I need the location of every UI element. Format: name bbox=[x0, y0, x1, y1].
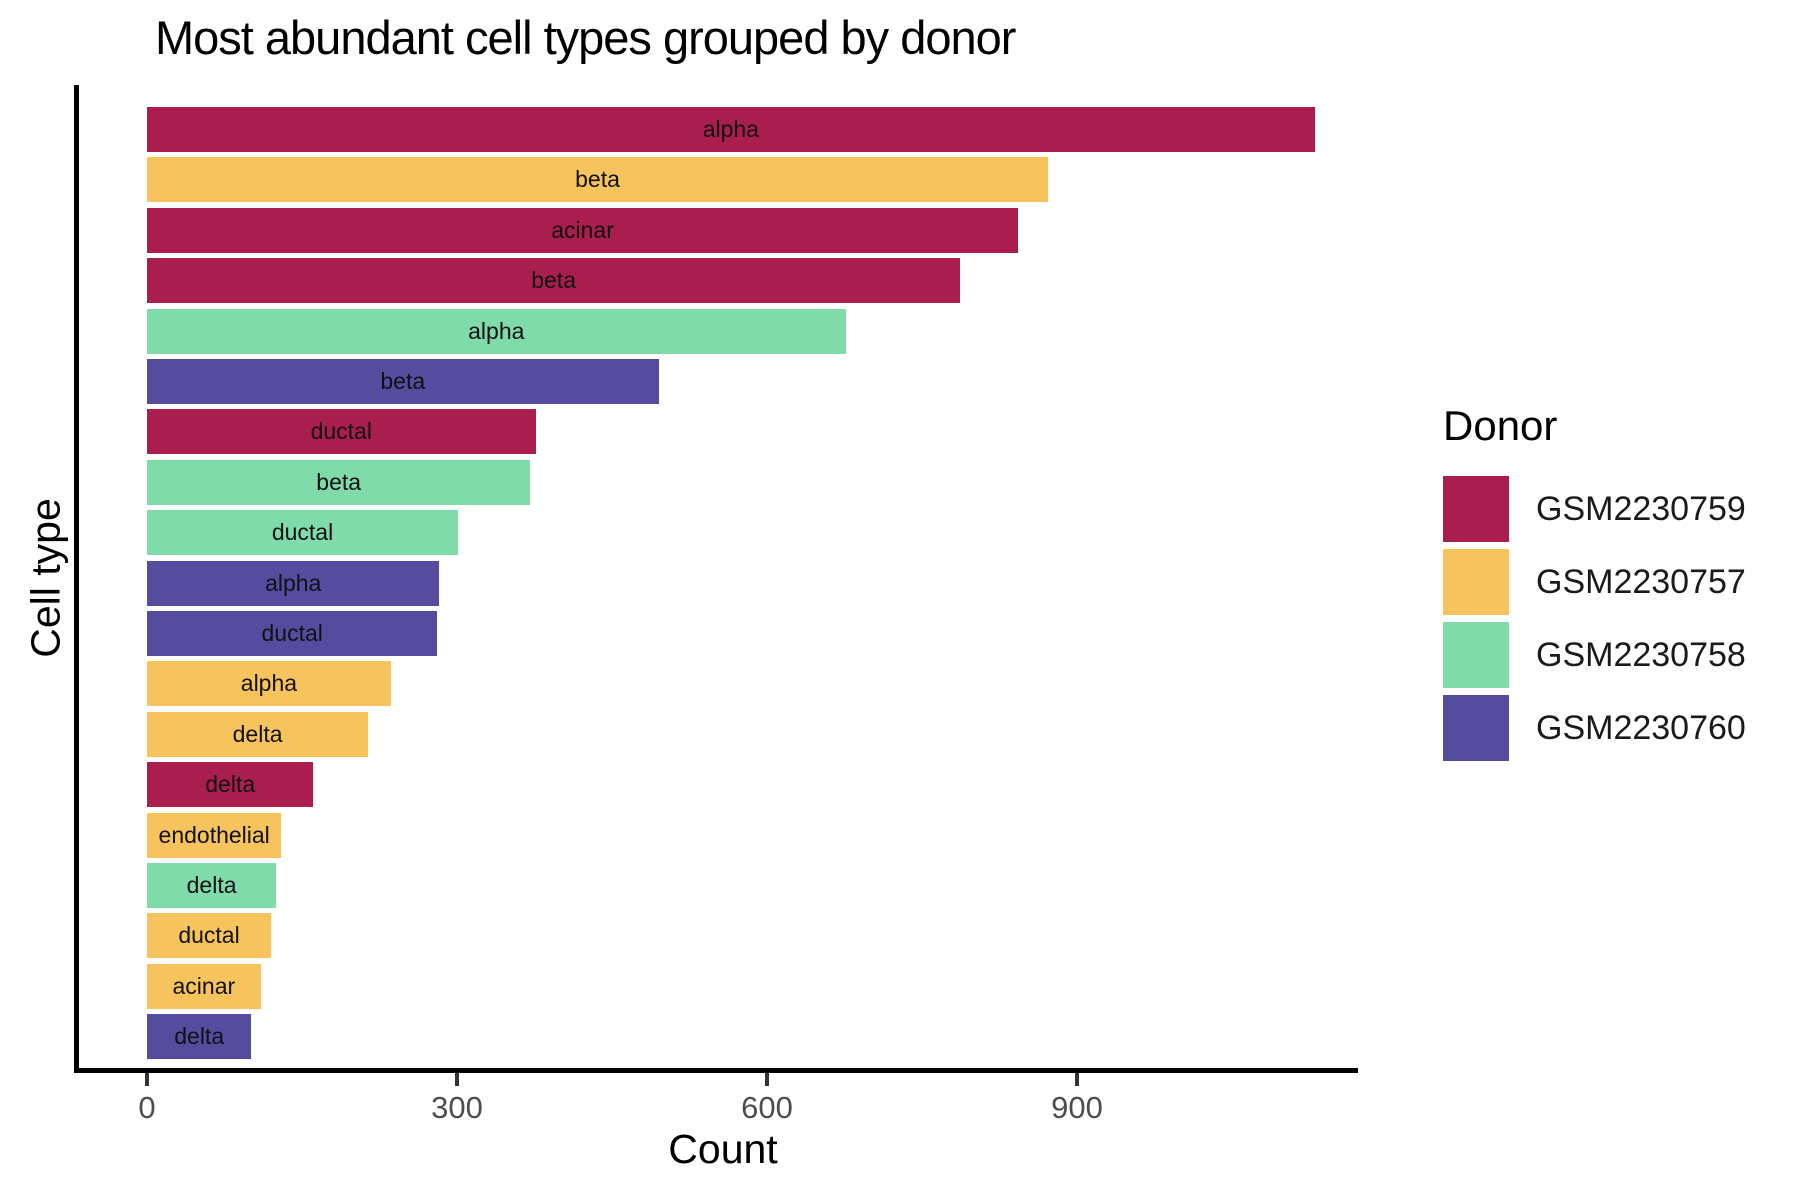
bar-label: ductal bbox=[261, 620, 323, 646]
bar-label: beta bbox=[575, 166, 620, 193]
y-axis-line bbox=[74, 85, 79, 1073]
bar-alpha-GSM2230757: alpha bbox=[147, 661, 391, 707]
legend-label: GSM2230758 bbox=[1536, 635, 1746, 674]
bar-beta-GSM2230757: beta bbox=[147, 157, 1049, 203]
bar-label: ductal bbox=[310, 418, 372, 445]
bar-label: alpha bbox=[240, 670, 298, 697]
legend-label: GSM2230759 bbox=[1536, 489, 1746, 528]
bar-label: delta bbox=[174, 1023, 225, 1050]
legend-title: Donor bbox=[1443, 402, 1558, 449]
bar-label: beta bbox=[531, 267, 576, 294]
x-tick-label: 900 bbox=[1051, 1090, 1103, 1125]
x-tick-mark bbox=[1075, 1073, 1079, 1086]
legend-swatch bbox=[1443, 622, 1509, 688]
bar-label: beta bbox=[380, 368, 426, 394]
legend-item-GSM2230757: GSM2230757 bbox=[1443, 549, 1746, 615]
bar-ductal-GSM2230760: ductal bbox=[147, 611, 438, 656]
bar-acinar-GSM2230757: acinar bbox=[147, 963, 261, 1009]
bar-alpha-GSM2230760: alpha bbox=[147, 560, 440, 606]
bar-label: endothelial bbox=[158, 821, 270, 848]
legend-swatch bbox=[1443, 549, 1509, 615]
legend-swatch bbox=[1443, 476, 1509, 542]
bar-label: beta bbox=[316, 468, 362, 495]
bar-acinar-GSM2230759: acinar bbox=[147, 207, 1019, 253]
x-tick-mark bbox=[145, 1073, 149, 1086]
x-tick-label: 600 bbox=[741, 1090, 793, 1125]
bar-label: alpha bbox=[265, 569, 322, 596]
legend-item-GSM2230760: GSM2230760 bbox=[1443, 695, 1746, 761]
x-tick-mark bbox=[455, 1073, 459, 1086]
bar-endothelial-GSM2230757: endothelial bbox=[147, 812, 282, 858]
legend-swatch bbox=[1443, 695, 1509, 761]
bar-ductal-GSM2230757: ductal bbox=[147, 913, 271, 959]
bar-label: acinar bbox=[172, 972, 236, 999]
bar-alpha-GSM2230759: alpha bbox=[147, 107, 1315, 152]
bar-delta-GSM2230759: delta bbox=[147, 762, 314, 808]
bar-delta-GSM2230758: delta bbox=[147, 863, 277, 908]
bar-alpha-GSM2230758: alpha bbox=[147, 308, 846, 354]
bar-label: delta bbox=[186, 872, 237, 898]
bar-beta-GSM2230758: beta bbox=[147, 459, 531, 505]
bar-ductal-GSM2230759: ductal bbox=[147, 409, 536, 455]
x-tick-label: 0 bbox=[138, 1090, 156, 1125]
legend-label: GSM2230760 bbox=[1536, 708, 1746, 747]
bar-beta-GSM2230760: beta bbox=[147, 359, 659, 404]
x-axis-title: Count bbox=[668, 1126, 778, 1172]
bar-label: delta bbox=[205, 771, 256, 798]
legend-label: GSM2230757 bbox=[1536, 562, 1746, 601]
bar-delta-GSM2230760: delta bbox=[147, 1014, 252, 1060]
bar-delta-GSM2230757: delta bbox=[147, 711, 369, 757]
y-axis-title: Cell type bbox=[22, 498, 69, 658]
x-tick-mark bbox=[765, 1073, 769, 1086]
bar-beta-GSM2230759: beta bbox=[147, 258, 961, 304]
legend-item-GSM2230758: GSM2230758 bbox=[1443, 622, 1746, 688]
chart-title: Most abundant cell types grouped by dono… bbox=[155, 11, 1016, 64]
bar-label: acinar bbox=[551, 216, 614, 243]
bar-label: ductal bbox=[271, 519, 334, 546]
bar-label: delta bbox=[232, 720, 283, 747]
x-tick-label: 300 bbox=[431, 1090, 483, 1125]
bar-ductal-GSM2230758: ductal bbox=[147, 510, 459, 556]
legend: Donor GSM2230759 GSM2230757 GSM2230758 GSM2… bbox=[1443, 402, 1746, 768]
x-axis-line bbox=[74, 1068, 1358, 1073]
legend-item-GSM2230759: GSM2230759 bbox=[1443, 476, 1746, 542]
legend-items: GSM2230759 GSM2230757 GSM2230758 GSM2230760 bbox=[1443, 476, 1746, 761]
bar-label: ductal bbox=[178, 922, 240, 949]
bar-label: alpha bbox=[468, 317, 525, 344]
bar-label: alpha bbox=[702, 116, 759, 142]
